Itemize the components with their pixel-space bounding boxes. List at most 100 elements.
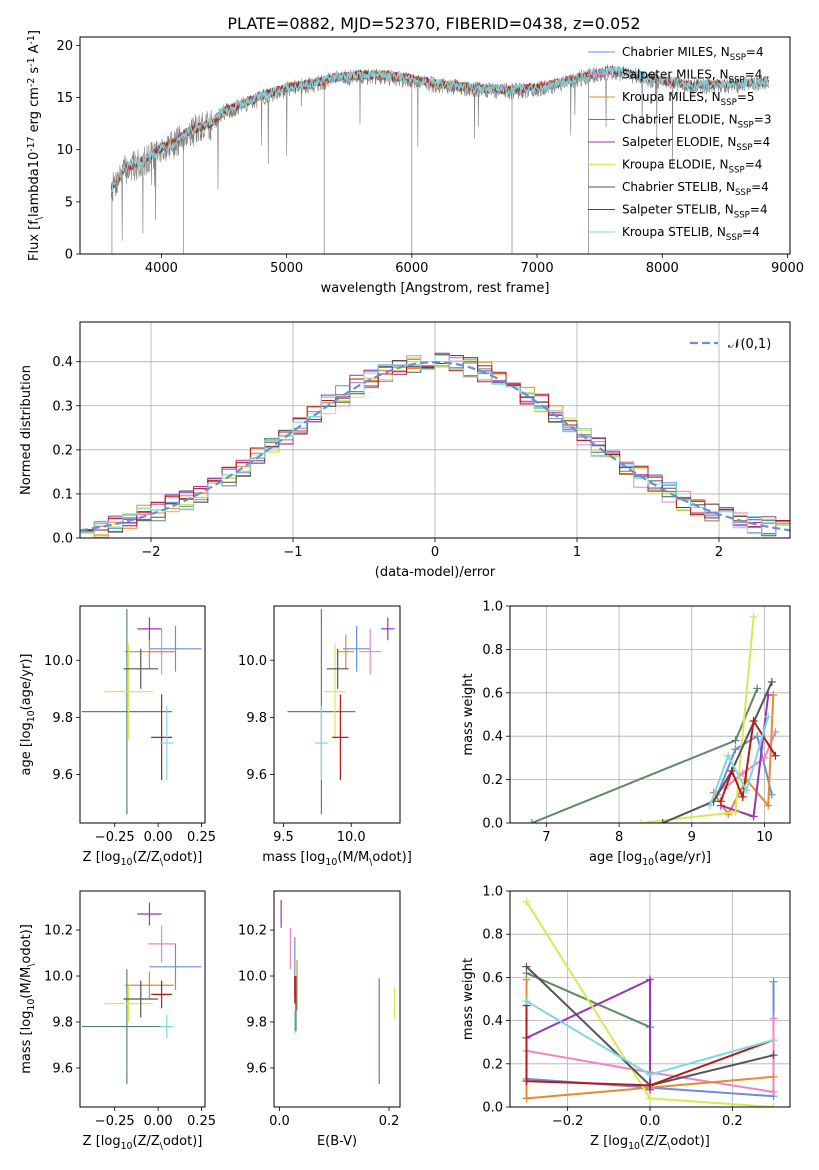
y-tick-label: 0.2 <box>52 443 73 458</box>
label-segment: odot <box>670 1134 699 1149</box>
y-tick-label: 0.8 <box>482 928 503 943</box>
mass-weight-marker <box>769 1036 778 1045</box>
y-tick-label: 9.6 <box>246 768 267 783</box>
label-segment: mass [log <box>262 850 325 865</box>
x-tick-label: −0.25 <box>95 1114 135 1129</box>
x-tick-label: 4000 <box>145 261 178 276</box>
label-segment: 10 <box>26 710 37 722</box>
y-tick-label: 0.0 <box>52 532 73 547</box>
mass-weight-line <box>526 978 651 1090</box>
y-tick-label: 1.0 <box>482 600 503 615</box>
label-segment: mass [log <box>19 1011 34 1074</box>
label-segment: Z [log <box>590 1134 628 1149</box>
label-segment: )] <box>701 850 711 865</box>
model-spectrum-line <box>148 68 513 159</box>
y-tick-label: 0.6 <box>482 971 503 986</box>
label-segment: =4 <box>745 68 763 82</box>
residuals-panel: −2 −1 0 1 2 0.0 0.1 0.2 0.3 0.4 (data-model)/error… <box>19 321 791 580</box>
label-segment: ( <box>640 1134 645 1149</box>
label-segment: mass weight <box>461 673 476 755</box>
age-vs-Z-plot-area <box>81 608 202 815</box>
label-segment: \ <box>160 857 164 868</box>
label-segment: 10 <box>121 1141 133 1152</box>
y-axis-label: mass weight <box>461 958 476 1040</box>
mass-weight-marker <box>769 1087 778 1096</box>
y-tick-label: 1.0 <box>482 885 503 900</box>
y-tick-label: 9.8 <box>246 1015 267 1030</box>
normal-distribution-curve <box>80 360 790 532</box>
age-vs-Z-panel: −0.25 0.00 0.259.69.810.0Z [log10(Z/Z\odot… <box>19 605 216 868</box>
x-tick-label: 9.5 <box>273 830 294 845</box>
mass-weight-marker <box>749 717 758 726</box>
mass-weight-marker <box>724 810 733 819</box>
label-segment: =4 <box>742 225 760 239</box>
x-tick-label: 0.00 <box>144 830 173 845</box>
y-tick-label: 0.1 <box>52 487 73 502</box>
mass-weight-marker <box>731 745 740 754</box>
label-segment: =4 <box>753 135 771 149</box>
label-segment: 10 <box>121 857 133 868</box>
label-segment: wavelength [Angstrom, rest frame] <box>321 281 550 296</box>
age-vs-mass-plot-area <box>287 608 395 815</box>
mass-weight-marker <box>522 897 531 906</box>
label-segment: SSP <box>735 188 751 198</box>
mass-weight-marker <box>646 1094 654 1103</box>
mass-weight-marker <box>724 751 733 760</box>
mass-vs-EBV-plot-area <box>280 900 396 1085</box>
y-tick-label: 0.4 <box>52 355 73 370</box>
label-segment: -17 <box>26 136 37 151</box>
y-tick-label: 0.8 <box>482 643 503 658</box>
label-segment: Salpeter ELODIE, N <box>622 135 736 149</box>
axes-frame <box>79 36 791 255</box>
y-axis-label: Flux [f\lambda10-17 erg cm-2 s-1 A-1] <box>26 30 45 261</box>
label-segment: SSP <box>721 98 737 108</box>
y-tick-label: 0.0 <box>482 1101 503 1116</box>
mass-weight-marker <box>753 732 762 741</box>
label-segment: s <box>27 67 42 78</box>
axes-frame <box>509 890 791 1108</box>
label-segment: Kroupa MILES, N <box>622 90 721 104</box>
mass-weight-marker <box>769 977 778 986</box>
axes-frame <box>79 890 206 1108</box>
label-segment: Kroupa STELIB, N <box>622 225 726 239</box>
y-tick-label: 9.8 <box>246 711 267 726</box>
label-segment: Z/Z <box>645 1134 667 1149</box>
legend-label: Salpeter ELODIE, NSSP=4 <box>622 135 770 153</box>
label-segment: odot <box>163 1134 192 1149</box>
y-tick-label: 0 <box>65 248 73 263</box>
mass-weight-marker <box>727 766 736 775</box>
label-segment: )] <box>192 1134 202 1149</box>
mass-weight-marker <box>749 812 758 821</box>
mass-weight-marker <box>769 1103 778 1107</box>
legend-label: Kroupa MILES, NSSP=5 <box>622 90 755 108</box>
label-segment: ( <box>132 850 137 865</box>
y-tick-label: 0.3 <box>52 399 73 414</box>
mass-vs-EBV-panel: 0.0 0.2 9.6 9.8 10.0 10.2 E(B-V) <box>238 890 401 1149</box>
mass-weight-marker <box>522 1077 531 1086</box>
label-segment: =4 <box>746 45 764 59</box>
y-tick-label: 10.2 <box>44 924 73 939</box>
model-spectrum-line <box>110 65 770 192</box>
legend-label: Chabrier MILES, NSSP=4 <box>622 45 764 63</box>
mass-weight-marker <box>771 751 780 760</box>
legend-label: Chabrier ELODIE, NSSP=3 <box>622 113 771 131</box>
mass-weight-marker <box>646 1081 654 1090</box>
x-tick-label: 5000 <box>270 261 303 276</box>
mass-weight-vs-Z-panel: −0.2 0.0 0.2 0.0 0.2 0.4 0.6 0.8 1.0 Z [log10(Z/Z… <box>461 885 791 1152</box>
label-segment: )] <box>192 850 202 865</box>
mass-weight-marker <box>731 808 740 817</box>
y-tick-label: 10.0 <box>238 654 267 669</box>
x-tick-label: 10.0 <box>337 830 366 845</box>
mass-weight-marker <box>646 975 654 984</box>
label-segment: Chabrier STELIB, N <box>622 180 735 194</box>
label-segment: 𝒩(0,1) <box>728 337 771 352</box>
mass-weight-marker <box>706 801 714 810</box>
x-tick-label: 0.2 <box>722 1114 743 1129</box>
y-tick-label: 0.4 <box>482 730 503 745</box>
y-tick-label: 10.0 <box>44 654 73 669</box>
x-axis-label: (data-model)/error <box>375 565 496 580</box>
y-tick-label: 9.6 <box>246 1061 267 1076</box>
mass-weight-marker <box>636 819 645 823</box>
y-tick-label: 9.6 <box>52 768 73 783</box>
